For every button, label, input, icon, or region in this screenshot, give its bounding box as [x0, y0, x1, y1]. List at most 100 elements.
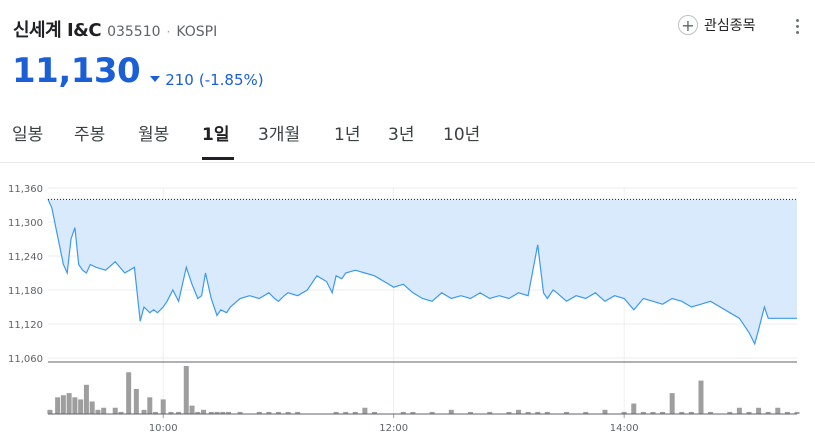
volume-bar [78, 399, 84, 414]
intraday-chart[interactable]: 11,360 11,300 11,240 11,180 11,120 11,060 10:0… [0, 170, 815, 437]
volume-bar [226, 411, 232, 414]
volume-bar [168, 411, 174, 414]
volume-bar [343, 411, 349, 414]
volume-bar [83, 384, 89, 414]
volume-bar [506, 411, 512, 414]
tab-1-year[interactable]: 1년 [334, 125, 361, 145]
volume-bar [583, 411, 589, 414]
volume-bar [564, 411, 570, 414]
y-tick-label: 11,240 [8, 252, 43, 263]
price-fill [48, 199, 797, 344]
volume-bar [153, 411, 159, 414]
volume-bar [352, 411, 358, 414]
volume-bar [220, 411, 226, 414]
volume-bar [112, 407, 118, 414]
volume-bar [765, 411, 771, 414]
volume-bar [55, 397, 61, 414]
volume-bars [47, 366, 800, 414]
volume-bar [147, 397, 153, 414]
volume-bar [72, 397, 78, 414]
volume-bar [183, 366, 189, 414]
tab-3-years[interactable]: 3년 [388, 125, 415, 145]
volume-bar [333, 411, 339, 414]
volume-bar [362, 407, 368, 414]
volume-bar [631, 403, 637, 414]
volume-bar [201, 409, 207, 414]
volume-bar [784, 411, 790, 414]
volume-bar [688, 411, 694, 414]
volume-bar [429, 411, 435, 414]
more-options-icon[interactable] [791, 16, 803, 40]
x-tick-label: 14:00 [610, 423, 639, 434]
volume-bar [660, 411, 666, 414]
quote: 11,130 210 (-1.85%) [12, 51, 264, 91]
y-tick-label: 11,180 [8, 286, 43, 297]
volume-bar [640, 411, 646, 414]
volume-bar [746, 411, 752, 414]
tab-3-months[interactable]: 3개월 [258, 125, 301, 145]
range-tabs: 일봉 주봉 월봉 1일 3개월 1년 3년 10년 [0, 110, 815, 160]
volume-bar [133, 388, 139, 414]
volume-bar [195, 411, 201, 414]
volume-bar [410, 411, 416, 414]
volume-bar [237, 411, 243, 414]
volume-bar [708, 411, 714, 414]
plus-icon: + [678, 15, 698, 35]
volume-bar [535, 411, 541, 414]
price-area [47, 199, 797, 346]
volume-bar [47, 409, 53, 414]
down-arrow-icon [150, 76, 161, 82]
volume-bar [160, 399, 166, 414]
volume-bar [544, 411, 550, 414]
volume-bar [525, 411, 531, 414]
volume-bar [256, 411, 262, 414]
volume-bar [400, 411, 406, 414]
tab-weekly[interactable]: 주봉 [74, 125, 106, 145]
volume-bar [141, 409, 147, 414]
volume-bar [266, 411, 272, 414]
volume-bar [371, 411, 377, 414]
y-tick-label: 11,120 [8, 320, 43, 331]
volume-bar [602, 409, 608, 414]
tab-1-day[interactable]: 1일 [202, 125, 230, 145]
x-tick-label: 12:00 [379, 423, 408, 434]
volume-bar [60, 395, 66, 414]
volume-bar [679, 411, 685, 414]
company-name: 신세계 I&C [13, 20, 102, 41]
tabs-divider [0, 162, 815, 163]
y-tick-label: 11,060 [8, 354, 43, 365]
volume-bar [516, 409, 522, 414]
stock-code: 035510 [107, 24, 161, 40]
volume-bar [775, 407, 781, 414]
active-tab-indicator [202, 157, 234, 160]
volume-bar [189, 405, 195, 414]
separator-dot: · [166, 25, 171, 39]
add-watchlist-button[interactable]: + 관심종목 [678, 15, 756, 35]
volume-bar [756, 407, 762, 414]
tab-10-years[interactable]: 10년 [443, 125, 481, 145]
volume-bar [669, 393, 675, 414]
y-tick-label: 11,360 [8, 184, 43, 195]
volume-bar [208, 411, 214, 414]
volume-bar [468, 411, 474, 414]
volume-bar [176, 411, 182, 414]
volume-bar [794, 411, 800, 414]
stock-title: 신세계 I&C 035510 · KOSPI [13, 16, 218, 41]
volume-bar [118, 411, 124, 414]
price-line [47, 199, 797, 346]
chart-axes: 11,360 11,300 11,240 11,180 11,120 11,060 10:0… [8, 184, 797, 434]
volume-bar [487, 411, 493, 414]
volume-bar [275, 411, 281, 414]
volume-bar [126, 372, 132, 414]
y-tick-label: 11,300 [8, 218, 43, 229]
change-amount: 210 [165, 71, 194, 89]
watchlist-label: 관심종목 [704, 18, 756, 34]
volume-bar [736, 407, 742, 414]
tab-monthly[interactable]: 월봉 [138, 125, 170, 145]
tab-daily[interactable]: 일봉 [12, 125, 44, 145]
volume-bar [727, 411, 733, 414]
price-change: 210 (-1.85%) [150, 71, 264, 89]
market-name: KOSPI [176, 24, 218, 40]
volume-bar [698, 380, 704, 414]
volume-bar [621, 411, 627, 414]
